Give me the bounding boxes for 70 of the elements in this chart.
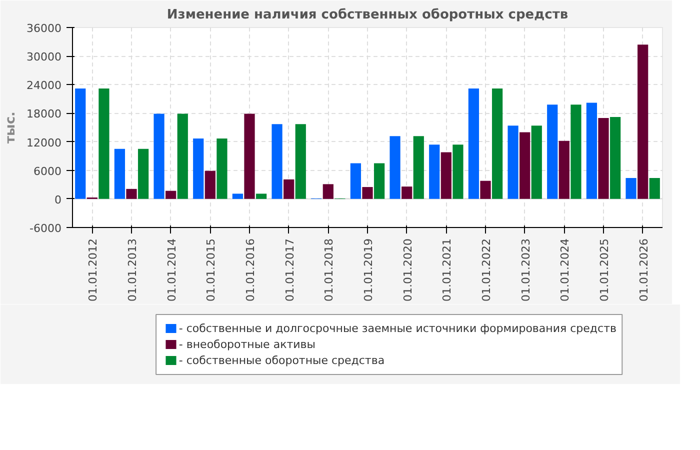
x-tick-label: 01.01.2016 — [244, 238, 257, 302]
bar — [322, 184, 334, 199]
x-tick-label: 01.01.2020 — [401, 238, 414, 302]
chart-title: Изменение наличия собственных оборотных средств — [166, 8, 568, 22]
bar — [75, 88, 86, 199]
legend-label: - внеоборотные активы — [178, 338, 316, 351]
bar — [350, 163, 362, 199]
bar — [610, 117, 621, 199]
bar — [429, 144, 440, 199]
bar — [649, 178, 660, 199]
y-tick-label: 18000 — [26, 108, 62, 121]
x-tick-label: 01.01.2024 — [558, 238, 572, 302]
bar — [440, 152, 452, 199]
bar — [216, 138, 228, 199]
bar — [638, 44, 648, 199]
bar — [547, 104, 558, 199]
x-tick-label: 01.01.2018 — [322, 238, 336, 302]
x-tick-label: 01.01.2012 — [86, 238, 100, 302]
y-tick-label: 12000 — [26, 136, 62, 150]
bar — [138, 148, 149, 199]
bar — [452, 144, 464, 199]
bar — [468, 88, 480, 199]
x-tick-label: 01.01.2019 — [362, 238, 375, 302]
y-tick-label: 6000 — [34, 164, 62, 178]
bar — [402, 186, 412, 199]
bar — [520, 132, 530, 199]
x-tick-label: 01.01.2014 — [165, 238, 178, 302]
y-tick-label: 36000 — [26, 22, 62, 35]
bar — [166, 190, 176, 199]
bar — [492, 88, 503, 199]
bar — [272, 124, 282, 199]
x-tick-label: 01.01.2025 — [598, 238, 611, 302]
bar — [626, 178, 636, 199]
bar — [154, 114, 164, 199]
bar — [98, 88, 110, 199]
bar — [256, 194, 267, 199]
bar — [531, 126, 542, 199]
bar — [586, 102, 598, 199]
bar — [390, 136, 400, 199]
y-axis-title: тыс. — [4, 112, 19, 144]
legend-label: - собственные и долгосрочные заемные источники формирования средств — [178, 322, 616, 335]
x-tick-label: 01.01.2017 — [283, 238, 296, 302]
bar — [598, 118, 609, 199]
bar — [114, 148, 126, 199]
bar — [204, 170, 216, 199]
bar — [558, 140, 570, 199]
bar — [177, 114, 188, 199]
x-tick-label: 01.01.2023 — [519, 238, 532, 302]
bar — [232, 194, 244, 199]
bar — [374, 163, 385, 199]
bar — [480, 180, 491, 199]
x-tick-label: 01.01.2013 — [126, 238, 139, 302]
bar — [126, 188, 137, 199]
y-tick-label: 24000 — [26, 79, 62, 92]
x-tick-label: 01.01.2021 — [440, 238, 454, 302]
bar — [362, 187, 373, 199]
bar — [508, 126, 518, 199]
bar — [284, 179, 294, 199]
y-tick-label: 0 — [54, 193, 62, 206]
bar — [244, 114, 255, 199]
bar — [193, 138, 204, 199]
y-tick-label: 30000 — [26, 50, 62, 64]
bar — [413, 136, 424, 199]
bar — [570, 104, 582, 199]
x-tick-label: 01.01.2022 — [480, 238, 493, 302]
bar — [295, 124, 306, 199]
legend-label: - собственные оборотные средства — [178, 354, 385, 367]
x-tick-label: 01.01.2026 — [637, 238, 650, 302]
x-tick-label: 01.01.2015 — [204, 238, 218, 302]
y-tick-label: -6000 — [30, 222, 62, 235]
